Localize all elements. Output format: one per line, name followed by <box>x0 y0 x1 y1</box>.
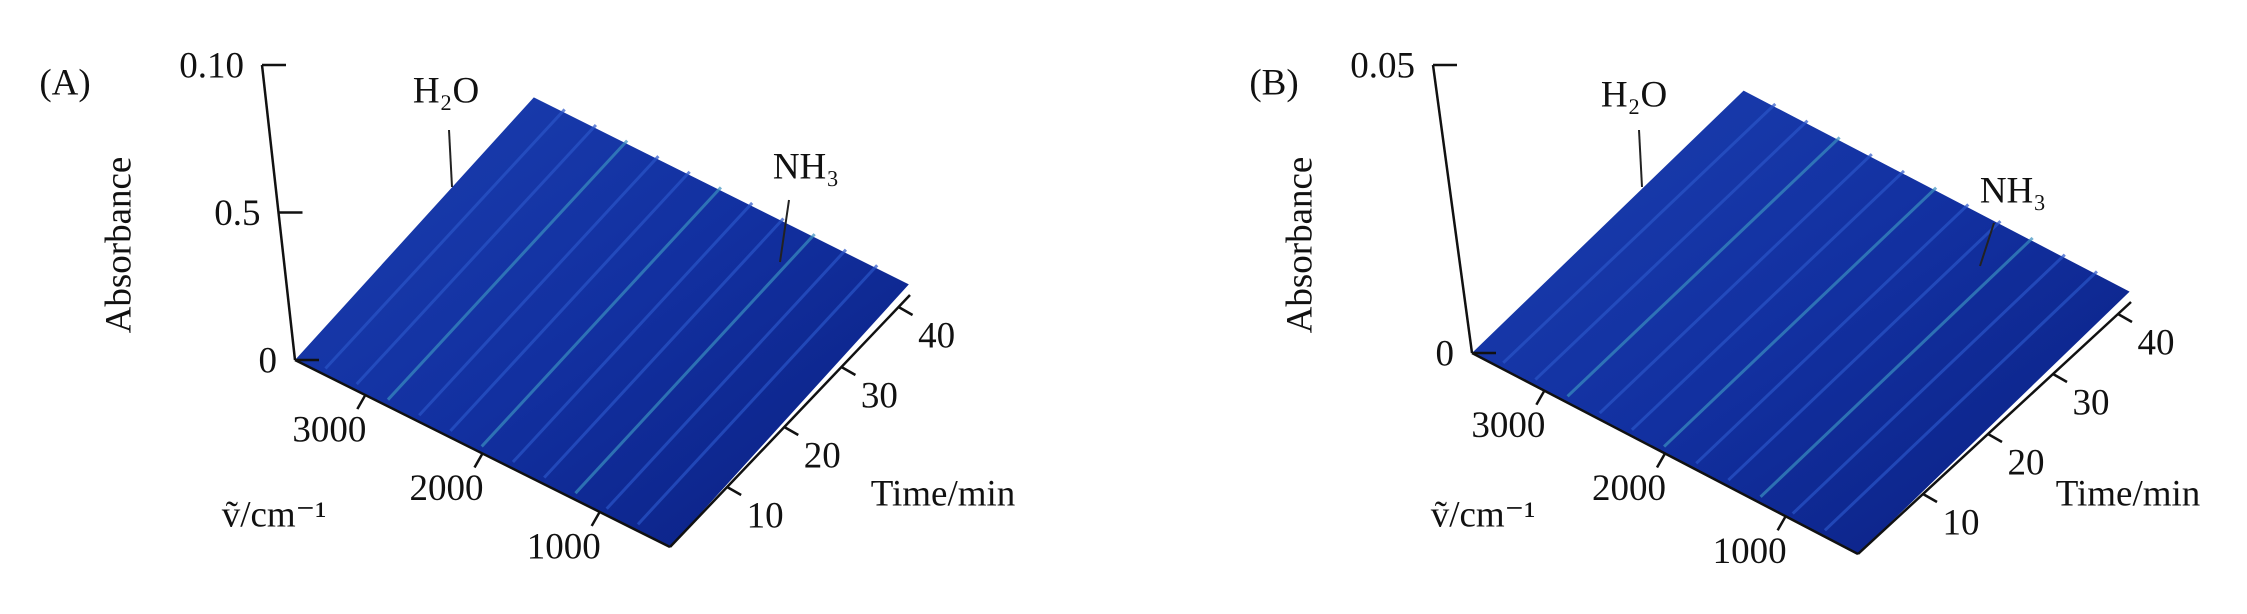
y-axis <box>1857 301 2132 555</box>
y-tick <box>726 485 742 497</box>
y-tick <box>1922 492 1938 504</box>
x-tick-label: 1000 <box>1713 531 1787 572</box>
surface-ridge <box>1663 186 1938 448</box>
panel: 0 0.5 0.10 3000 2000 1000 10 20 30 40 (A) Absorbanc… <box>39 45 1015 567</box>
surface-ridge <box>1566 136 1841 398</box>
y-tick <box>1987 432 2003 444</box>
y-axis-label: Time/min <box>2056 473 2201 514</box>
x-tick-label: 1000 <box>527 526 601 567</box>
surface-ridge <box>636 264 879 526</box>
surface-ridge <box>418 155 660 417</box>
panel-label: (B) <box>1249 62 1298 103</box>
x-tick <box>356 394 367 410</box>
surface-ridge <box>1502 102 1777 364</box>
y-tick <box>897 305 914 317</box>
surface-ridge <box>1598 153 1873 415</box>
y-tick-label: 20 <box>2008 442 2045 483</box>
surface-ridge <box>511 201 754 464</box>
surface-ridge <box>1695 203 1970 465</box>
surface-ridge <box>355 123 598 386</box>
y-axis-label: Time/min <box>871 473 1016 514</box>
y-tick-label: 10 <box>747 495 784 536</box>
surface-ridge <box>480 186 723 448</box>
y-tick-label: 30 <box>2073 382 2110 423</box>
annotation-leader <box>1979 222 1995 267</box>
x-tick <box>1535 390 1546 406</box>
panel: 0 0.05 3000 2000 1000 10 20 30 40 (B) Absorbance ṽ/… <box>1249 45 2200 571</box>
z-axis-label: Absorbance <box>98 157 139 334</box>
annotation-leader <box>1638 129 1643 188</box>
y-tick <box>783 425 799 437</box>
y-tick-label: 40 <box>918 315 955 356</box>
surface-ridge <box>1534 119 1809 381</box>
surface-ridge <box>543 217 785 479</box>
y-tick <box>840 365 857 377</box>
surface-ridge <box>605 248 848 510</box>
panel-label: (A) <box>39 62 90 103</box>
annotation-leader <box>448 129 453 188</box>
y-tick-label: 40 <box>2138 322 2175 363</box>
z-tick-label: 0 <box>259 340 278 381</box>
y-tick-label: 30 <box>861 375 898 416</box>
surface-ridge <box>574 233 816 495</box>
surface-ridge <box>1823 270 2098 532</box>
x-tick <box>1655 452 1667 469</box>
y-tick-label: 20 <box>804 435 841 476</box>
y-tick <box>2117 312 2133 324</box>
annotation: NH₃ <box>773 146 839 187</box>
x-tick-label: 3000 <box>1471 405 1545 446</box>
surface <box>295 97 909 547</box>
x-tick <box>1776 515 1787 531</box>
surface-ridge <box>386 139 629 401</box>
z-tick-label: 0.05 <box>1350 45 1415 86</box>
annotation-leader <box>779 199 790 263</box>
surface-ridge <box>1791 253 2066 515</box>
x-tick <box>590 511 601 527</box>
z-tick-label: 0 <box>1436 333 1455 374</box>
x-axis-label: ṽ/cm⁻¹ <box>1431 494 1536 535</box>
annotation: H₂O <box>413 70 479 111</box>
z-tick-label: 0.5 <box>214 193 260 234</box>
annotation: H₂O <box>1601 74 1667 115</box>
x-tick-label: 2000 <box>1592 468 1666 509</box>
surface-ridge <box>324 108 566 370</box>
y-axis <box>669 294 911 548</box>
z-tick-label: 0.10 <box>179 45 244 86</box>
y-tick <box>2052 372 2068 384</box>
x-tick <box>473 452 484 469</box>
z-axis-label: Absorbance <box>1279 157 1320 334</box>
surface-ridge <box>1630 169 1905 431</box>
surface <box>1472 90 2130 554</box>
surface-ridge <box>1727 220 2002 482</box>
x-axis-label: ṽ/cm⁻¹ <box>222 494 327 535</box>
annotation: NH₃ <box>1980 170 2046 211</box>
surface-ridge <box>1759 236 2034 498</box>
y-tick-label: 10 <box>1943 502 1980 543</box>
x-tick-label: 2000 <box>410 468 484 509</box>
z-axis <box>1431 64 1474 354</box>
x-tick-label: 3000 <box>292 410 366 451</box>
surface-ridge <box>449 170 691 432</box>
